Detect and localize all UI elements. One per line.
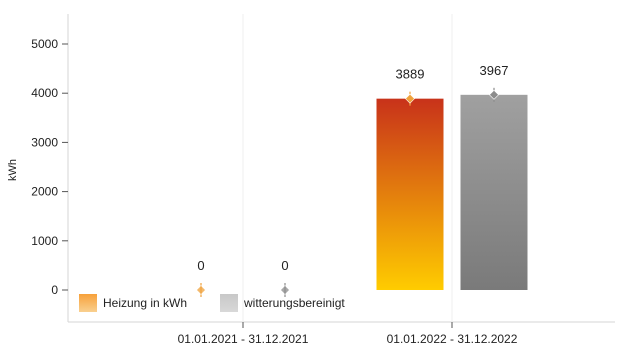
y-tick-label: 4000 [31,86,58,100]
x-tick-label: 01.01.2022 - 31.12.2022 [387,332,518,346]
y-tick-label: 5000 [31,37,58,51]
bar-witterungsbereinigt [460,94,528,290]
data-label: 0 [197,258,204,273]
x-tick-label: 01.01.2021 - 31.12.2021 [178,332,309,346]
data-label: 0 [281,258,288,273]
value-marker [489,89,499,100]
y-tick-label: 1000 [31,234,58,248]
value-marker [405,93,415,104]
value-marker [196,285,206,295]
legend-swatch [79,294,97,312]
bar-heizung [376,98,444,291]
y-tick-label: 2000 [31,185,58,199]
legend-swatch [220,294,238,312]
y-axis-title: kWh [7,159,19,181]
data-label: 3967 [480,63,509,78]
y-tick-label: 0 [51,283,58,297]
legend-label: witterungsbereinigt [243,296,345,310]
value-marker [280,285,290,295]
y-tick-label: 3000 [31,135,58,149]
data-label: 3889 [396,67,425,82]
legend-label: Heizung in kWh [103,296,187,310]
